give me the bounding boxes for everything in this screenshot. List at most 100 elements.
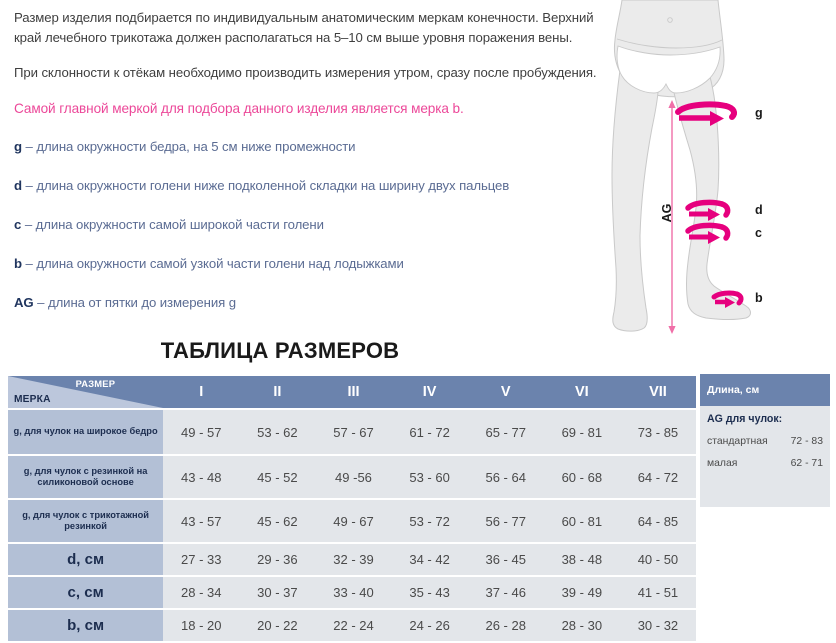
- table-cell: 60 - 81: [543, 500, 620, 542]
- body-silhouette: [611, 0, 751, 332]
- table-cell: 41 - 51: [619, 577, 696, 608]
- table-cell: 43 - 57: [163, 500, 240, 542]
- table-cell: 53 - 60: [391, 456, 468, 498]
- table-cell: 28 - 34: [163, 577, 240, 608]
- table-cell: 64 - 72: [619, 456, 696, 498]
- measure-text-d: длина окружности голени ниже подколенной…: [36, 177, 510, 193]
- table-cell: 56 - 64: [467, 456, 544, 498]
- intro-paragraph-2: При склонности к отёкам необходимо произ…: [14, 65, 597, 80]
- row-header-g-wide-thigh: g, для чулок на широкое бедро: [8, 410, 164, 454]
- column-header-7: VII: [619, 376, 696, 408]
- table-cell: 56 - 77: [467, 500, 544, 542]
- measure-arrow-c: [685, 222, 731, 244]
- figure-label-d: d: [755, 203, 763, 217]
- measure-key-b: b: [14, 255, 22, 271]
- table-cell: 26 - 28: [467, 610, 544, 641]
- table-cell: 45 - 62: [239, 500, 316, 542]
- measure-legend-ag: AG – длина от пятки до измерения g: [14, 294, 614, 312]
- table-cell: 27 - 33: [163, 544, 240, 575]
- figure-label-g: g: [755, 106, 763, 120]
- table-title: ТАБЛИЦА РАЗМЕРОВ: [160, 338, 400, 363]
- measure-key-ag: AG: [14, 294, 34, 310]
- length-row-small-name: малая: [707, 458, 738, 469]
- corner-size-label: РАЗМЕР: [75, 378, 116, 389]
- column-header-6: VI: [543, 376, 620, 408]
- column-header-3: III: [315, 376, 392, 408]
- table-cell: 30 - 37: [239, 577, 316, 608]
- ag-label: AG: [660, 204, 674, 223]
- length-panel-header: Длина, см: [700, 374, 830, 406]
- table-cell: 39 - 49: [543, 577, 620, 608]
- table-cell: 69 - 81: [543, 410, 620, 454]
- table-cell: 53 - 72: [391, 500, 468, 542]
- table-cell: 20 - 22: [239, 610, 316, 641]
- table-cell: 28 - 30: [543, 610, 620, 641]
- corner-diagonal-divider: [8, 376, 163, 408]
- measure-legend-b: b – длина окружности самой узкой части г…: [14, 255, 614, 273]
- table-cell: 40 - 50: [619, 544, 696, 575]
- table-row: g, для чулок на широкое бедро 49 - 57 53…: [8, 410, 696, 454]
- table-cell: 61 - 72: [391, 410, 468, 454]
- table-row: g, для чулок с резинкой на силиконовой о…: [8, 456, 696, 498]
- length-panel-header-row: Длина, см: [700, 374, 830, 406]
- measure-dash-b: –: [25, 255, 33, 271]
- table-cell: 49 - 67: [315, 500, 392, 542]
- row-header-c: c, см: [8, 577, 164, 608]
- table-cell: 34 - 42: [391, 544, 468, 575]
- corner-header-cell: РАЗМЕР МЕРКА: [8, 376, 164, 408]
- intro-paragraph-1: Размер изделия подбирается по индивидуал…: [14, 10, 594, 45]
- table-row: d, см 27 - 33 29 - 36 32 - 39 34 - 42 36…: [8, 544, 696, 575]
- measure-text-g: длина окружности бедра, на 5 см ниже про…: [36, 138, 356, 154]
- measure-arrow-b: [711, 290, 744, 308]
- leg-measurement-illustration: AG g d c: [600, 0, 836, 350]
- length-row-standard: стандартная 72 - 83: [707, 436, 823, 447]
- table-cell: 65 - 77: [467, 410, 544, 454]
- size-table: РАЗМЕР МЕРКА I II III IV V VI VII g, для…: [8, 374, 696, 643]
- table-cell: 45 - 52: [239, 456, 316, 498]
- length-panel: Длина, см AG для чулок: стандартная 72 -…: [700, 374, 830, 507]
- length-panel-body-row: AG для чулок: стандартная 72 - 83 малая …: [700, 406, 830, 507]
- table-cell: 35 - 43: [391, 577, 468, 608]
- measure-key-g: g: [14, 138, 22, 154]
- measure-text-c: длина окружности самой широкой части гол…: [35, 216, 324, 232]
- measure-arrow-d: [685, 199, 731, 221]
- table-row: c, см 28 - 34 30 - 37 33 - 40 35 - 43 37…: [8, 577, 696, 608]
- table-cell: 38 - 48: [543, 544, 620, 575]
- table-cell: 60 - 68: [543, 456, 620, 498]
- length-row-standard-value: 72 - 83: [790, 436, 823, 447]
- length-panel-title: AG для чулок:: [707, 413, 783, 425]
- ag-dimension-line: [668, 100, 676, 334]
- measure-key-c: c: [14, 216, 22, 232]
- measure-dash-c: –: [24, 216, 33, 232]
- table-cell: 33 - 40: [315, 577, 392, 608]
- table-cell: 49 -56: [315, 456, 392, 498]
- table-header-row: РАЗМЕР МЕРКА I II III IV V VI VII: [8, 376, 696, 408]
- measure-text-ag: длина от пятки до измерения g: [47, 294, 236, 310]
- column-header-1: I: [163, 376, 240, 408]
- table-cell: 37 - 46: [467, 577, 544, 608]
- table-cell: 22 - 24: [315, 610, 392, 641]
- corner-measure-label: МЕРКА: [14, 394, 51, 405]
- table-cell: 57 - 67: [315, 410, 392, 454]
- table-cell: 29 - 36: [239, 544, 316, 575]
- figure-label-c: c: [755, 226, 762, 240]
- column-header-4: IV: [391, 376, 468, 408]
- row-header-b: b, см: [8, 610, 164, 641]
- length-row-standard-name: стандартная: [707, 436, 768, 447]
- table-cell: 73 - 85: [619, 410, 696, 454]
- measure-dash-ag: –: [37, 294, 45, 310]
- table-cell: 32 - 39: [315, 544, 392, 575]
- table-cell: 49 - 57: [163, 410, 240, 454]
- measure-arrow-g: [675, 101, 737, 126]
- measure-key-d: d: [14, 177, 22, 193]
- measure-legend-g: g – длина окружности бедра, на 5 см ниже…: [14, 138, 614, 156]
- table-cell: 18 - 20: [163, 610, 240, 641]
- row-header-g-knit-band: g, для чулок с трикотажной резинкой: [8, 500, 164, 542]
- measure-dash-g: –: [25, 138, 33, 154]
- size-chart-page: Размер изделия подбирается по индивидуал…: [8, 0, 836, 641]
- table-cell: 53 - 62: [239, 410, 316, 454]
- measure-text-b: длина окружности самой узкой части голен…: [36, 255, 404, 271]
- length-row-small: малая 62 - 71: [707, 458, 823, 469]
- measure-dash-d: –: [25, 177, 33, 193]
- figure-label-b: b: [755, 291, 763, 305]
